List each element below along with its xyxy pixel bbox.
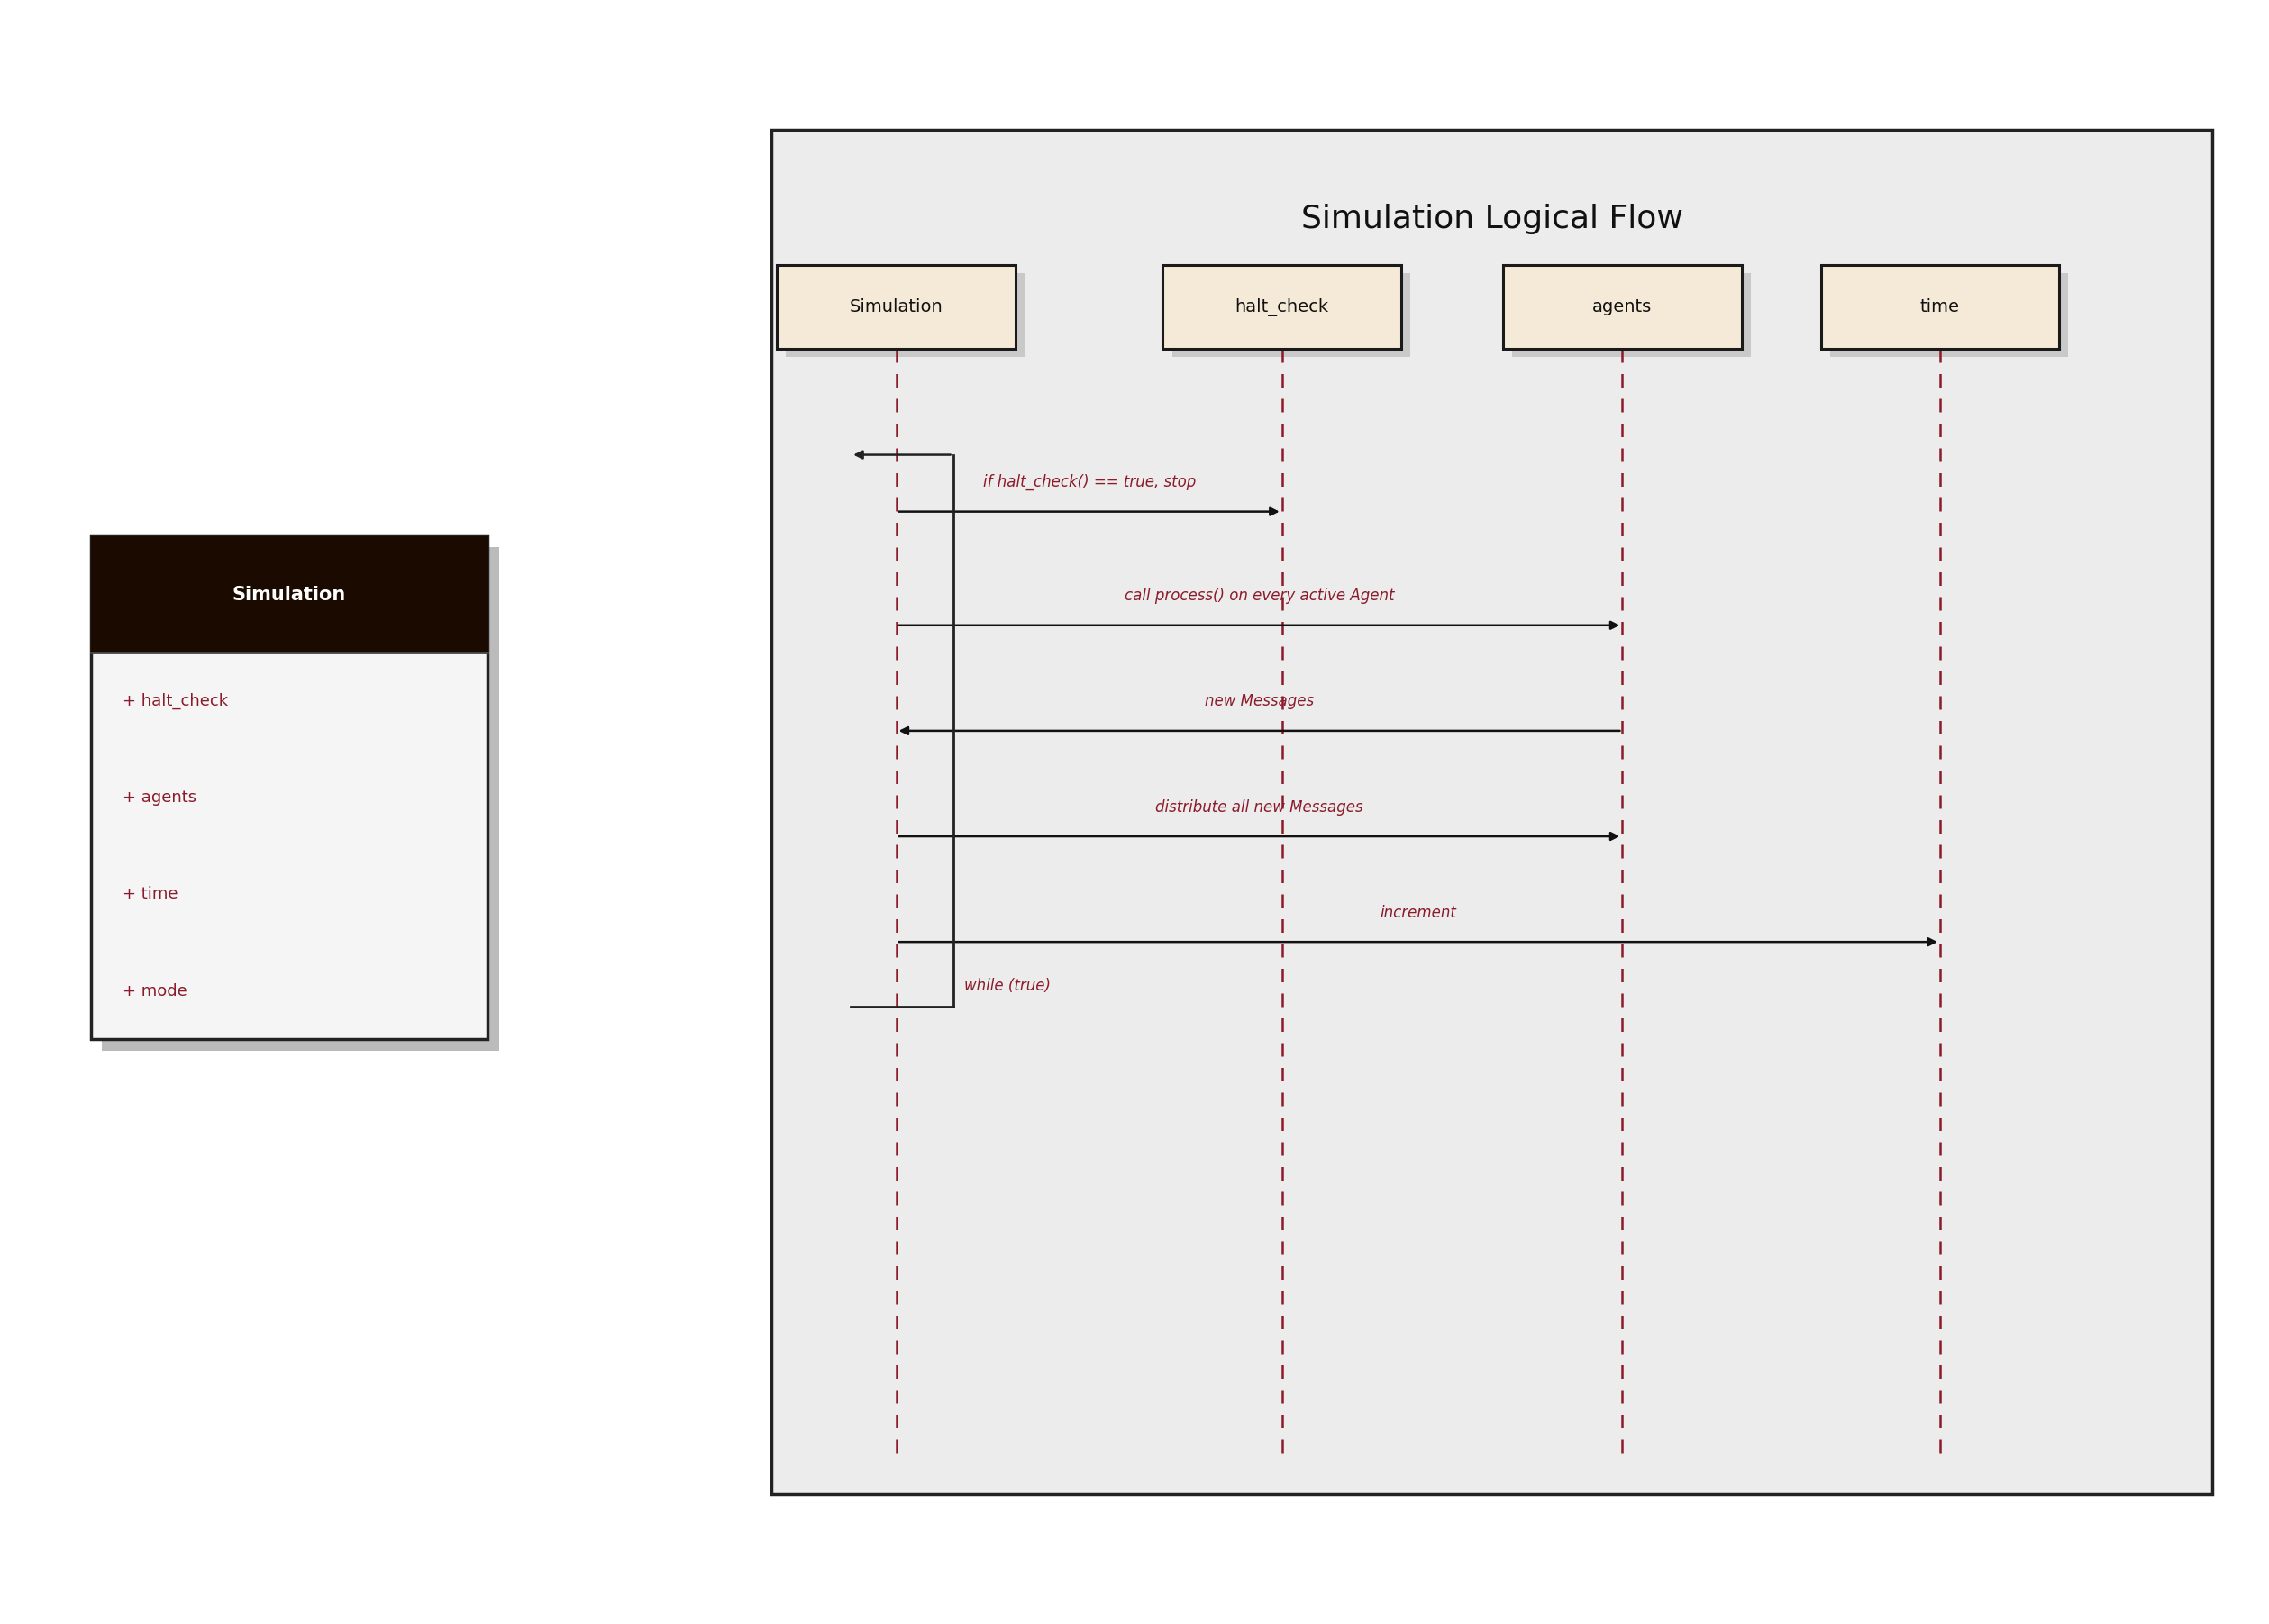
Text: + halt_check: + halt_check [123,693,229,710]
FancyBboxPatch shape [771,130,2212,1494]
FancyBboxPatch shape [102,547,499,1051]
FancyBboxPatch shape [1171,273,1409,357]
Text: new Messages: new Messages [1205,693,1314,710]
FancyBboxPatch shape [1502,265,1740,349]
FancyBboxPatch shape [91,536,488,1039]
Text: call process() on every active Agent: call process() on every active Agent [1125,588,1393,604]
FancyBboxPatch shape [1511,273,1752,357]
FancyBboxPatch shape [1829,273,2069,357]
FancyBboxPatch shape [1820,265,2060,349]
FancyBboxPatch shape [787,273,1023,357]
Text: distribute all new Messages: distribute all new Messages [1155,799,1364,815]
Text: increment: increment [1380,905,1457,921]
Text: Simulation: Simulation [231,585,347,604]
FancyBboxPatch shape [776,265,1017,349]
Text: while (true): while (true) [964,978,1051,994]
Text: + agents: + agents [123,789,197,806]
Text: Simulation: Simulation [849,299,944,315]
Text: agents: agents [1593,299,1652,315]
Text: Simulation Logical Flow: Simulation Logical Flow [1300,205,1684,234]
FancyBboxPatch shape [1162,265,1400,349]
Text: + mode: + mode [123,983,186,999]
Text: + time: + time [123,887,177,903]
Text: if halt_check() == true, stop: if halt_check() == true, stop [982,474,1196,490]
Text: halt_check: halt_check [1234,297,1330,317]
Text: time: time [1920,299,1960,315]
FancyBboxPatch shape [91,536,488,653]
